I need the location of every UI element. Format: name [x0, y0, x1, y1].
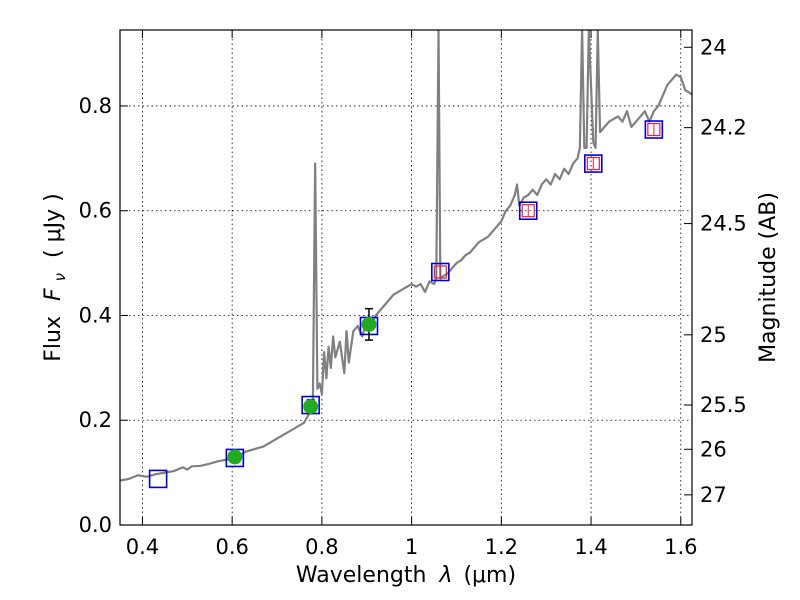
x-axis-label-symbol: λ	[438, 563, 452, 588]
observed-point	[227, 449, 243, 465]
y-tick-label: 0.8	[79, 94, 112, 118]
x-tick-label: 1.4	[574, 535, 607, 559]
y-axis-label-unit: ( μJy )	[41, 193, 66, 258]
upper-square	[433, 265, 447, 279]
model-photometry-box	[518, 201, 538, 221]
observed-point	[361, 316, 377, 332]
y2-tick-label: 27	[700, 483, 727, 507]
y2-tick-label: 26	[700, 437, 727, 461]
y-tick-label: 0.2	[79, 408, 112, 432]
x-tick-label: 0.4	[126, 535, 159, 559]
y-tick-label: 0.0	[79, 513, 112, 537]
spectrum-line	[120, 30, 692, 482]
x-tick-label: 1.6	[664, 535, 697, 559]
model-photometry-box	[148, 469, 168, 489]
y-axis-label-prefix: Flux	[41, 316, 66, 362]
x-tick-label: 0.6	[215, 535, 248, 559]
x-tick-label: 1	[405, 535, 418, 559]
upper-square	[647, 122, 661, 137]
y2-tick-label: 24.5	[700, 212, 747, 236]
y-axis-label-subscript: ν	[51, 273, 69, 281]
photometry-markers	[148, 120, 664, 489]
model-photometry-box	[431, 262, 450, 282]
y2-axis-label: Magnitude (AB)	[756, 192, 781, 363]
x-tick-label: 1.2	[485, 535, 518, 559]
y-axis-label-symbol: F	[41, 288, 66, 301]
x-axis-label-unit: (μm)	[463, 563, 516, 588]
upper-square	[521, 204, 535, 218]
x-axis-ticks: 0.4 0.6 0.8 1 1.2 1.4 1.6	[126, 30, 697, 559]
y2-tick-label: 24.2	[700, 116, 747, 140]
upper-square	[586, 156, 600, 171]
model-spectrum	[120, 30, 692, 482]
grid	[120, 30, 692, 526]
y-axis-label: Flux F ν ( μJy )	[41, 193, 71, 361]
y-tick-label: 0.4	[79, 303, 112, 327]
observed-point	[303, 399, 319, 415]
y2-tick-label: 25.5	[700, 393, 747, 417]
x-axis-label-prefix: Wavelength	[296, 563, 427, 588]
y-tick-label: 0.6	[79, 199, 112, 223]
x-axis-label: Wavelength λ (μm)	[296, 563, 516, 588]
x-tick-label: 0.8	[305, 535, 338, 559]
y2-tick-label: 24	[700, 35, 727, 59]
y-axis-ticks: 0.0 0.2 0.4 0.6 0.8	[79, 94, 128, 537]
y2-tick-label: 25	[700, 323, 727, 347]
plot-frame	[119, 29, 693, 526]
y2-axis-ticks: 24 24.2 24.5 25 25.5 26 27	[684, 35, 747, 507]
model-photometry-box	[644, 120, 664, 139]
model-photometry-box	[584, 154, 603, 173]
